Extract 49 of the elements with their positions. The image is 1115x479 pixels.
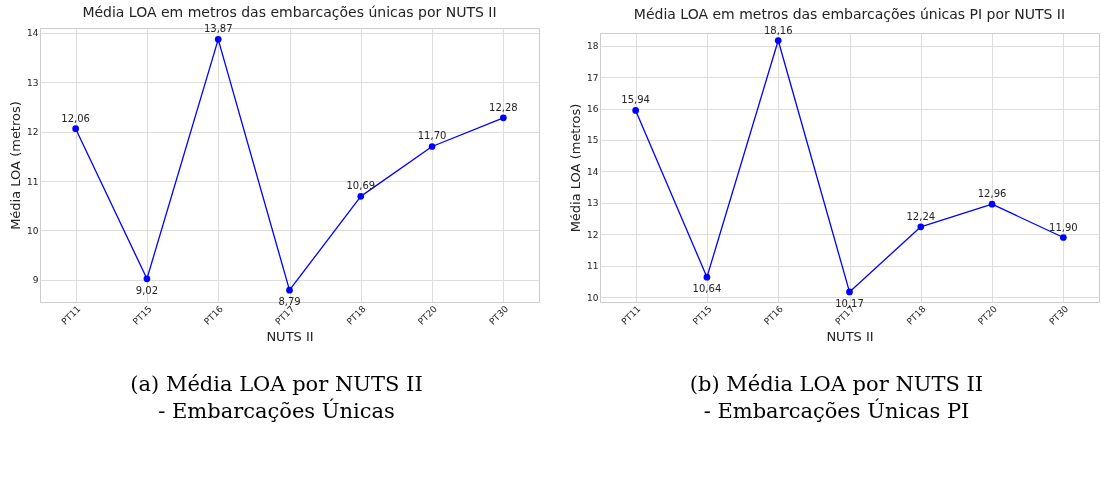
y-tick-label: 16 (587, 104, 599, 115)
point (500, 114, 507, 122)
y-tick-label: 12 (27, 127, 39, 138)
chart-title: Média LOA em metros das embarcações únicas PI por NUTS II (633, 5, 1066, 22)
point (1060, 234, 1067, 241)
y-tick-label: 13 (587, 198, 599, 209)
y-tick-label: 14 (27, 28, 39, 39)
y-tick-label: 10 (587, 292, 599, 303)
point (286, 286, 293, 294)
x-axis-title: NUTS II (826, 328, 874, 344)
text: 9,02 (135, 284, 159, 296)
text: (a) Média LOA por NUTS II - Embarcações Únicas (129, 371, 424, 425)
y-axis-title: Média LOA (metros) (568, 103, 584, 233)
text: 13,87 (203, 23, 233, 35)
point (428, 143, 436, 150)
y-tick-label: 10 (27, 225, 39, 236)
x-axis-title: NUTS II (266, 328, 314, 344)
y-tick-label: 12 (587, 229, 599, 240)
text: 10,69 (346, 180, 376, 192)
y-tick-label: 9 (32, 275, 39, 286)
text: 11,90 (1049, 221, 1078, 233)
point (774, 37, 782, 44)
point (988, 200, 996, 208)
y-tick-label: 11 (27, 176, 39, 187)
point (357, 193, 365, 200)
y-tick-label: 15 (587, 135, 599, 146)
point (632, 107, 639, 114)
text: 18,16 (763, 24, 793, 36)
y-tick-label: 13 (27, 77, 39, 88)
chart-title: Média LOA em metros das embarcações únicas por NUTS II (82, 4, 497, 21)
y-tick-label: 18 (587, 41, 599, 52)
point (72, 125, 79, 133)
text: 15,94 (621, 94, 650, 106)
point (143, 275, 151, 283)
point (214, 36, 222, 43)
text: 12,24 (906, 210, 936, 222)
text: (b) Média LOA por NUTS II - Embarcações Únicas PI (688, 371, 985, 425)
point (917, 223, 925, 231)
y-axis-title: Média LOA (metros) (8, 101, 24, 230)
text: 11,70 (417, 130, 447, 142)
point (846, 288, 853, 296)
y-tick-label: 11 (587, 261, 599, 272)
text: 12,28 (489, 101, 518, 113)
text: 12,06 (61, 112, 90, 124)
text: 10,64 (692, 283, 722, 295)
y-tick-label: 17 (587, 72, 599, 83)
y-tick-label: 14 (587, 166, 599, 177)
text: 12,96 (977, 188, 1007, 200)
point (703, 273, 711, 281)
